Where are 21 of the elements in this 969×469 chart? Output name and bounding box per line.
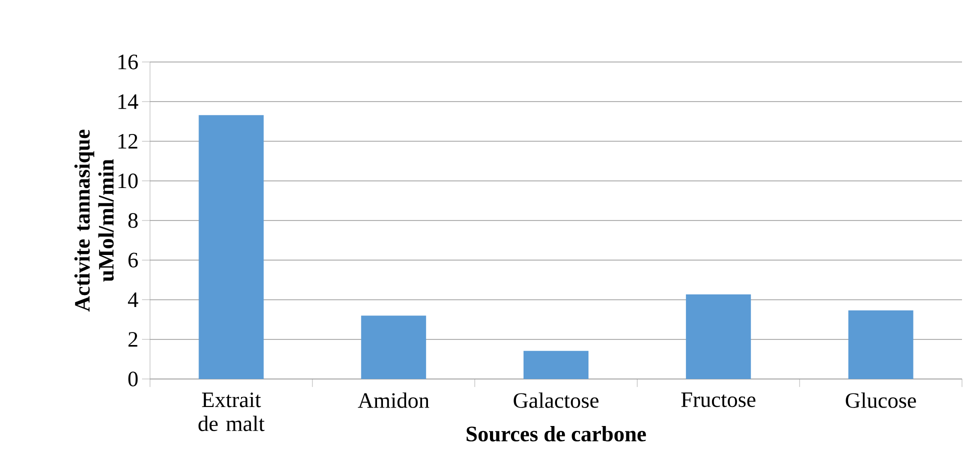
bar (686, 294, 751, 379)
x-tick-label: Fructose (681, 392, 756, 408)
y-axis-title: Activite tannasique uMol/ml/min (74, 130, 114, 312)
x-axis-title: Sources de carbone (466, 426, 646, 442)
x-tick-label: Amidon (358, 392, 430, 408)
bar (198, 115, 264, 379)
bar (361, 316, 426, 379)
y-tick-label: 0 (128, 372, 138, 386)
y-tick-label: 16 (118, 54, 138, 70)
bar (524, 350, 588, 379)
x-tick-label: Extrait de malt (198, 392, 265, 432)
y-tick-label: 14 (118, 94, 138, 109)
bar (848, 310, 914, 379)
y-tick-label: 12 (118, 134, 138, 148)
y-tick-label: 6 (128, 252, 138, 268)
x-tick-label: Galactose (514, 392, 598, 408)
y-tick-label: 4 (128, 292, 138, 307)
y-tick-label: 10 (118, 173, 138, 188)
y-tick-label: 2 (128, 332, 138, 347)
y-tick-label: 8 (128, 213, 138, 228)
x-tick-label: Glucose (846, 392, 916, 408)
